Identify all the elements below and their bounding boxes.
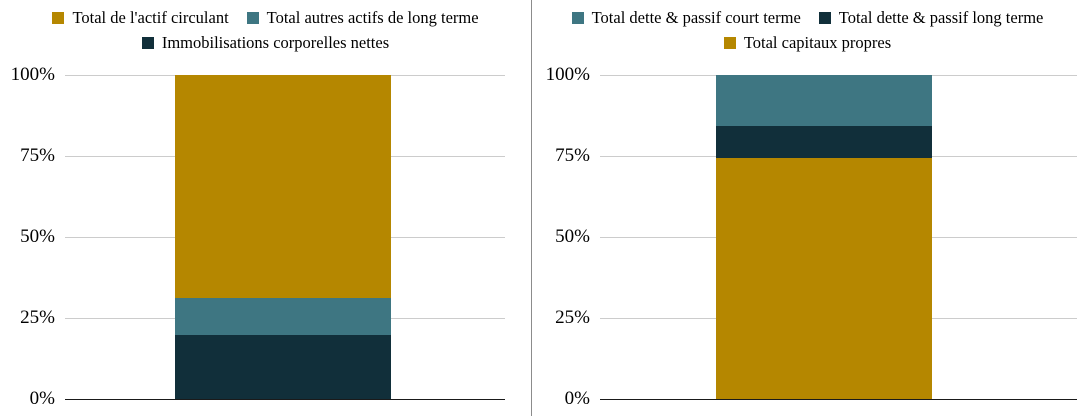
legend: Total dette & passif court terme Total de… [532, 0, 1083, 55]
legend-swatch-navy [141, 36, 154, 49]
x-axis-baseline [600, 398, 1077, 400]
stacked-bar [716, 75, 932, 399]
legend-item: Total capitaux propres [723, 30, 892, 55]
stacked-bar [175, 75, 391, 399]
y-tick-label: 50% [555, 226, 590, 247]
legend-item: Total de l'actif circulant [52, 5, 229, 30]
x-axis-baseline [65, 398, 505, 400]
legend: Total de l'actif circulant Total autres a… [0, 0, 531, 55]
gridline-100 [65, 74, 505, 76]
y-tick-label: 25% [555, 307, 590, 328]
legend-swatch-teal [246, 11, 259, 24]
bar-segment-gold [175, 75, 391, 298]
y-tick-label: 75% [20, 145, 55, 166]
legend-label: Total de l'actif circulant [72, 8, 229, 27]
legend-label: Total dette & passif court terme [591, 8, 801, 27]
y-tick-label: 100% [545, 64, 590, 85]
y-tick-label: 0% [564, 388, 590, 409]
legend-item: Total autres actifs de long terme [246, 5, 479, 30]
y-tick-label: 0% [29, 388, 55, 409]
legend-swatch-gold [723, 36, 736, 49]
legend-swatch-teal [571, 11, 584, 24]
legend-label: Total autres actifs de long terme [266, 8, 479, 27]
y-tick-label: 50% [20, 226, 55, 247]
y-tick-label: 75% [555, 145, 590, 166]
y-tick-label: 100% [10, 64, 55, 85]
legend-label: Total dette & passif long terme [838, 8, 1044, 27]
bar-segment-teal [716, 75, 932, 126]
assets-chart-panel: Total de l'actif circulant Total autres a… [0, 0, 531, 416]
liabilities-equity-chart-panel: Total dette & passif court terme Total de… [531, 0, 1083, 416]
bar-segment-navy [716, 125, 932, 158]
y-tick-label: 25% [20, 307, 55, 328]
legend-item: Immobilisations corporelles nettes [141, 30, 390, 55]
legend-item: Total dette & passif long terme [818, 5, 1044, 30]
bar-segment-gold [716, 157, 932, 399]
plot-area: 0% 25% 50% 75% 100% [546, 64, 1077, 409]
plot-area: 0% 25% 50% 75% 100% [11, 64, 505, 409]
bar-segment-teal [175, 297, 391, 336]
legend-swatch-navy [818, 11, 831, 24]
bar-segment-navy [175, 335, 391, 399]
gridline-100 [600, 74, 1077, 76]
legend-item: Total dette & passif court terme [571, 5, 801, 30]
legend-label: Immobilisations corporelles nettes [161, 33, 390, 52]
legend-label: Total capitaux propres [743, 33, 892, 52]
legend-swatch-gold [52, 11, 65, 24]
